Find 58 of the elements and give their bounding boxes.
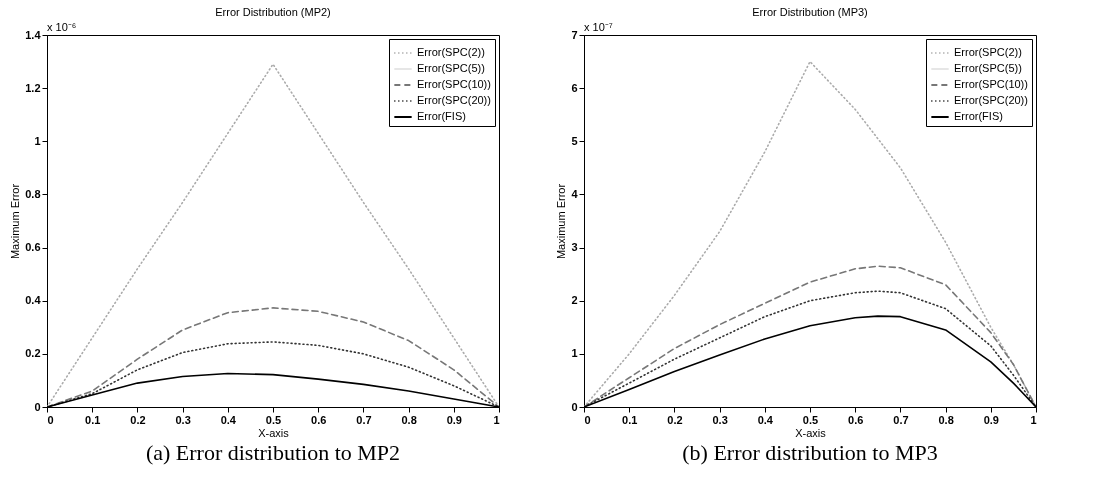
chart-title: Error Distribution (MP2) (215, 6, 331, 18)
y-tick-label: 0.2 (25, 347, 41, 360)
x-tick-label: 0 (584, 413, 591, 426)
x-tick-label: 0.6 (848, 413, 864, 426)
x-tick-label: 0.2 (130, 413, 146, 426)
legend-label: Error(SPC(5)) (417, 62, 485, 74)
x-tick-label: 0.1 (622, 413, 638, 426)
y-tick-label: 0.4 (25, 294, 42, 307)
y-tick-label: 0.6 (25, 241, 41, 254)
legend-label: Error(FIS) (954, 110, 1003, 122)
y-axis-title: Maximum Error (9, 183, 22, 260)
y-tick-label: 1 (571, 347, 578, 360)
text: x 10⁻⁶ (47, 21, 77, 33)
x-tick-label: 0.9 (983, 413, 999, 426)
x-axis-title: X-axis (795, 426, 827, 439)
x-tick-label: 0.5 (265, 413, 282, 426)
legend-label: Error(SPC(20)) (954, 94, 1028, 106)
legend-label: Error(SPC(20)) (417, 94, 491, 106)
x-tick-label: 0.4 (757, 413, 774, 426)
x-tick-label: 0.6 (311, 413, 327, 426)
legend-label: Error(SPC(10)) (417, 78, 491, 90)
legend-label: Error(SPC(2)) (954, 46, 1022, 58)
y-tick-label: 0 (571, 400, 578, 413)
y-tick-label: 2 (571, 294, 578, 307)
x-tick-label: 0.9 (446, 413, 462, 426)
x-tick-label: 0.3 (175, 413, 191, 426)
legend-label: Error(FIS) (417, 110, 466, 122)
x-tick-label: 0.1 (85, 413, 101, 426)
text: x 10⁻⁷ (584, 21, 613, 33)
x-tick-label: 0.4 (220, 413, 237, 426)
text: (b) Error distribution to MP3 (682, 440, 938, 465)
x-axis-title: X-axis (258, 426, 290, 439)
y-tick-label: 7 (571, 28, 578, 41)
legend-label: Error(SPC(5)) (954, 62, 1022, 74)
y-tick-label: 1.2 (25, 81, 41, 94)
y-axis-title: Maximum Error (555, 183, 568, 260)
x-tick-label: 0.5 (802, 413, 819, 426)
x-tick-label: 0.8 (938, 413, 954, 426)
y-tick-label: 4 (571, 187, 579, 200)
x-tick-label: 0.7 (356, 413, 372, 426)
legend-label: Error(SPC(10)) (954, 78, 1028, 90)
x-tick-label: 0.2 (667, 413, 683, 426)
y-tick-label: 1 (34, 134, 41, 147)
x-tick-label: 1 (1030, 413, 1037, 426)
y-tick-label: 1.4 (25, 28, 42, 41)
y-tick-label: 3 (571, 241, 578, 254)
x-tick-label: 0.7 (893, 413, 909, 426)
y-tick-label: 0 (34, 400, 41, 413)
x-tick-label: 0.3 (712, 413, 728, 426)
y-tick-label: 5 (571, 134, 578, 147)
x-tick-label: 0 (47, 413, 54, 426)
legend-label: Error(SPC(2)) (417, 46, 485, 58)
x-tick-label: 0.8 (401, 413, 417, 426)
chart-title: Error Distribution (MP3) (752, 6, 868, 18)
y-tick-label: 0.8 (25, 187, 41, 200)
text: (a) Error distribution to MP2 (145, 440, 401, 465)
x-tick-label: 1 (493, 413, 500, 426)
y-tick-label: 6 (571, 81, 578, 94)
